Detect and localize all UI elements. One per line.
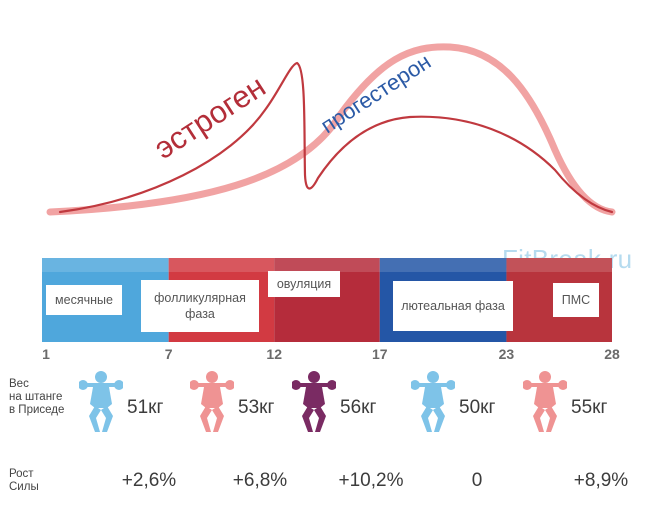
squat-weight: 56кг [340, 397, 377, 418]
phase-texture [506, 258, 612, 272]
day-tick: 12 [266, 346, 283, 362]
strength-growth: 0 [471, 470, 483, 491]
day-tick: 7 [164, 346, 173, 362]
squat-weight: 51кг [127, 397, 164, 418]
phase-label: овуляция [268, 271, 340, 297]
strength-growth: +8,9% [573, 470, 629, 491]
strength-growth: +6,8% [232, 470, 288, 491]
day-tick: 1 [42, 346, 50, 362]
squat-weight: 55кг [571, 397, 608, 418]
phase-texture [42, 258, 169, 272]
hormone-curves: эстроген прогестерон [46, 43, 616, 216]
phase-label: ПМС [553, 283, 599, 317]
day-tick: 28 [604, 346, 620, 362]
phase-texture [168, 258, 275, 272]
squat-figure-icon [410, 370, 456, 434]
squat-weight: 50кг [459, 397, 496, 418]
phase-label: лютеальная фаза [393, 281, 513, 331]
phase-texture [274, 258, 380, 272]
weight-row-label: Вес на штанге в Приседе [9, 378, 65, 416]
squat-figure-icon [291, 370, 337, 434]
squat-figure-icon [522, 370, 568, 434]
squat-figure-icon [78, 370, 124, 434]
squat-figure-icon [189, 370, 235, 434]
phase-label: фолликулярная фаза [141, 280, 259, 332]
estrogen-curve [58, 61, 614, 214]
growth-row-label: Рост Силы [9, 468, 39, 493]
estrogen-label: эстроген [148, 68, 272, 165]
squat-weight: 53кг [238, 397, 275, 418]
strength-growth: +10,2% [338, 470, 404, 491]
progesterone-curve [46, 43, 616, 216]
strength-growth: +2,6% [121, 470, 177, 491]
phase-texture [379, 258, 507, 272]
day-tick: 17 [371, 346, 388, 362]
phase-label: месячные [46, 285, 122, 315]
day-tick: 23 [498, 346, 515, 362]
